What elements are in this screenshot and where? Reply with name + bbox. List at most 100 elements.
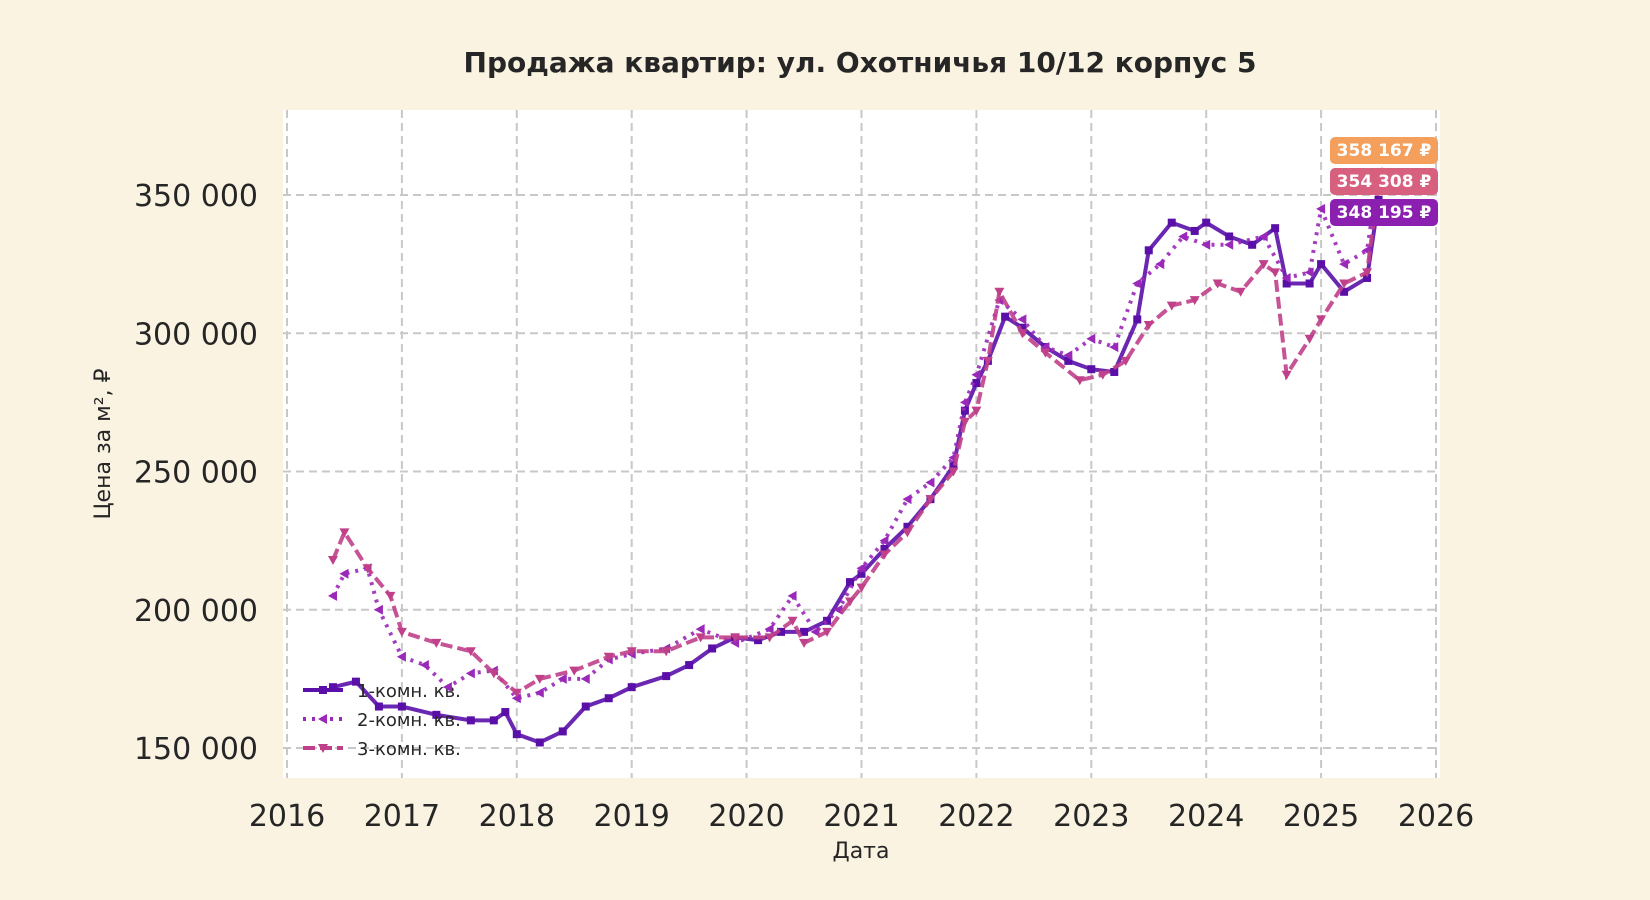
data-point xyxy=(1201,239,1211,250)
data-point xyxy=(327,590,337,601)
end-value-label-box xyxy=(1330,137,1438,164)
legend-label: 2-комн. кв. xyxy=(357,710,461,731)
data-point xyxy=(764,624,774,635)
data-point xyxy=(1166,301,1177,311)
data-point xyxy=(339,568,349,579)
data-point xyxy=(1063,350,1073,361)
data-point xyxy=(1110,367,1119,376)
data-point xyxy=(1282,279,1291,288)
data-point xyxy=(1155,259,1165,270)
data-point xyxy=(1248,240,1257,249)
legend-label: 1-комн. кв. xyxy=(357,681,461,702)
data-point xyxy=(1097,370,1108,380)
data-point xyxy=(708,644,717,653)
end-value-label-box xyxy=(1330,199,1438,226)
data-point xyxy=(662,672,671,681)
data-point xyxy=(604,694,613,703)
data-point xyxy=(512,730,521,739)
data-point xyxy=(351,677,360,686)
legend-marker xyxy=(318,744,328,753)
data-point xyxy=(982,356,993,366)
x-tick-label: 2018 xyxy=(479,799,555,834)
data-point xyxy=(465,668,475,679)
data-point xyxy=(1281,272,1291,283)
data-point xyxy=(925,495,936,505)
data-point xyxy=(1304,334,1315,344)
data-point xyxy=(787,616,798,626)
x-tick-label: 2017 xyxy=(364,799,440,834)
data-point xyxy=(971,406,982,416)
data-point xyxy=(1120,356,1131,366)
data-point xyxy=(431,638,442,648)
data-point xyxy=(948,467,959,477)
data-point xyxy=(557,673,567,684)
data-point xyxy=(777,627,786,636)
data-point xyxy=(488,669,499,679)
end-value-label-box xyxy=(1330,168,1438,195)
end-value-label-text: 354 308 ₽ xyxy=(1337,172,1432,192)
data-point xyxy=(1001,312,1010,321)
data-point xyxy=(626,647,637,657)
data-point xyxy=(1339,279,1350,289)
x-tick-label: 2024 xyxy=(1168,799,1244,834)
data-point xyxy=(1087,365,1096,374)
x-tick-label: 2025 xyxy=(1283,799,1359,834)
legend-marker xyxy=(319,686,327,694)
data-point xyxy=(466,716,475,725)
data-point xyxy=(1017,314,1027,325)
data-point xyxy=(419,660,429,671)
data-point xyxy=(1316,315,1327,325)
data-point xyxy=(327,555,338,565)
data-point xyxy=(397,702,406,711)
data-point xyxy=(857,569,866,578)
x-tick-label: 2022 xyxy=(938,799,1014,834)
data-point xyxy=(695,624,705,635)
data-point xyxy=(1040,348,1051,358)
data-point xyxy=(1109,342,1119,353)
y-tick-label: 150 000 xyxy=(134,732,258,767)
data-point xyxy=(1167,218,1176,227)
data-point xyxy=(1202,218,1211,227)
y-axis-label: Цена за м², ₽ xyxy=(91,368,116,519)
data-point xyxy=(603,652,614,662)
y-tick-label: 250 000 xyxy=(134,456,258,491)
data-point xyxy=(1143,320,1154,330)
data-point xyxy=(1133,315,1142,324)
x-tick-label: 2026 xyxy=(1398,799,1474,834)
data-point xyxy=(1225,232,1234,241)
data-point xyxy=(880,544,889,553)
data-point xyxy=(879,550,890,560)
data-point xyxy=(1270,268,1281,278)
data-point xyxy=(1362,268,1373,278)
data-point xyxy=(465,647,476,657)
data-point xyxy=(730,633,741,643)
end-value-label: 348 195 ₽ xyxy=(1330,199,1438,226)
data-point xyxy=(374,702,383,711)
x-tick-label: 2019 xyxy=(594,799,670,834)
data-point xyxy=(1017,329,1028,339)
data-point xyxy=(764,633,775,643)
x-tick-label: 2020 xyxy=(708,799,784,834)
data-point xyxy=(1271,224,1280,233)
plot-area xyxy=(283,110,1440,778)
data-point xyxy=(1304,267,1314,278)
data-point xyxy=(328,683,337,692)
data-point xyxy=(580,673,590,684)
end-value-label-text: 348 195 ₽ xyxy=(1337,203,1432,223)
data-point xyxy=(432,710,441,719)
data-point xyxy=(396,651,406,662)
data-point xyxy=(1316,203,1326,214)
end-value-label-text: 358 167 ₽ xyxy=(1337,141,1432,161)
data-point xyxy=(971,369,981,380)
data-point xyxy=(581,702,590,711)
data-point xyxy=(1235,287,1246,297)
chart-title: Продажа квартир: ул. Охотничья 10/12 кор… xyxy=(463,46,1257,79)
data-point xyxy=(1190,226,1199,235)
x-tick-label: 2023 xyxy=(1053,799,1129,834)
x-tick-label: 2016 xyxy=(249,799,325,834)
data-point xyxy=(799,638,810,648)
data-point xyxy=(1212,279,1223,289)
data-point xyxy=(511,688,522,698)
data-point xyxy=(902,494,912,505)
